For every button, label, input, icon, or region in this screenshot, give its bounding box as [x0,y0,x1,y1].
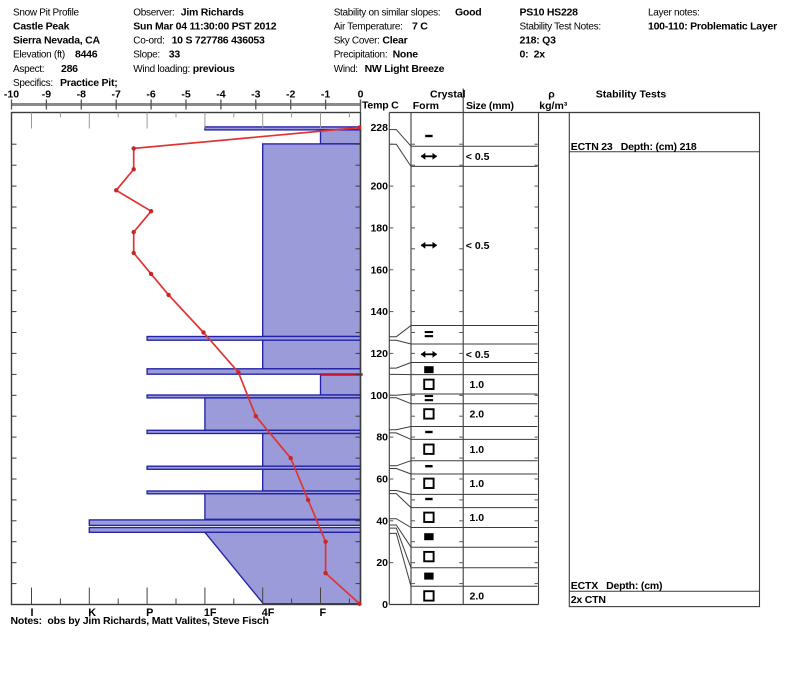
svg-text:140: 140 [370,306,388,318]
svg-text:8446: 8446 [75,49,98,61]
svg-text:1.0: 1.0 [470,444,485,456]
svg-text:228: 228 [370,122,388,134]
svg-text:Stability on similar slopes:: Stability on similar slopes: [334,7,441,18]
svg-text:PS10 HS228: PS10 HS228 [520,6,579,18]
svg-text:10 S 727786 436053: 10 S 727786 436053 [172,35,265,47]
svg-text:Specifics:: Specifics: [13,78,53,89]
svg-text:I: I [31,607,34,619]
svg-text:33: 33 [169,49,181,61]
svg-text:2.0: 2.0 [470,409,485,421]
svg-text:K: K [88,607,96,619]
svg-text:0: 0 [382,599,388,611]
svg-text:Notes: obs by Jim Richards, M: Notes: obs by Jim Richards, Matt Valites… [11,615,269,627]
svg-text:-9: -9 [42,89,51,101]
svg-text:Form: Form [413,100,439,112]
svg-text:1F: 1F [204,607,217,619]
svg-text:100-110: Problematic Layer: 100-110: Problematic Layer [648,21,777,33]
svg-text:< 0.5: < 0.5 [466,240,490,252]
svg-text:< 0.5: < 0.5 [466,349,490,361]
svg-text:-6: -6 [146,89,155,101]
svg-text:Size (mm): Size (mm) [466,100,514,112]
svg-text:-4: -4 [216,89,225,101]
svg-text:1.0: 1.0 [470,512,485,524]
svg-text:Temp C: Temp C [362,100,399,112]
svg-text:-1: -1 [321,89,330,101]
svg-text:Sierra Nevada, CA: Sierra Nevada, CA [13,35,100,47]
svg-text:Elevation (ft): Elevation (ft) [13,50,65,61]
svg-text:F: F [320,607,327,619]
svg-text:Aspect:: Aspect: [13,64,44,75]
svg-text:ECTX Depth: (cm): ECTX Depth: (cm) [571,580,663,592]
svg-text:kg/m³: kg/m³ [539,100,568,112]
svg-text:40: 40 [376,515,388,527]
svg-text:0: 2x: 0: 2x [520,49,546,61]
svg-text:286: 286 [61,63,78,75]
svg-text:Precipitation:: Precipitation: [334,50,388,61]
svg-text:NW Light Breeze: NW Light Breeze [365,63,445,75]
svg-text:Stability Tests: Stability Tests [596,89,667,101]
svg-text:Jim Richards: Jim Richards [181,6,244,18]
svg-text:Castle Peak: Castle Peak [13,21,70,33]
svg-text:Sky Cover:: Sky Cover: [334,36,380,47]
svg-text:1.0: 1.0 [470,379,485,391]
svg-text:80: 80 [376,432,388,444]
svg-text:Observer:: Observer: [133,7,174,18]
svg-text:160: 160 [370,264,388,276]
svg-text:Good: Good [455,6,481,18]
svg-text:60: 60 [376,474,388,486]
svg-text:Slope:: Slope: [133,50,160,61]
svg-text:200: 200 [370,181,388,193]
svg-text:100: 100 [370,390,388,402]
svg-text:Layer notes:: Layer notes: [648,7,699,18]
svg-text:Wind:: Wind: [334,64,358,75]
svg-text:0: 0 [358,89,364,101]
svg-text:-8: -8 [77,89,86,101]
svg-text:Wind loading:: Wind loading: [133,64,190,75]
svg-text:previous: previous [193,63,235,75]
svg-text:2.0: 2.0 [470,591,485,603]
svg-text:1.0: 1.0 [470,478,485,490]
svg-text:-10: -10 [4,89,19,101]
svg-text:Snow Pit Profile: Snow Pit Profile [13,7,80,18]
svg-text:ECTN 23 Depth: (cm) 218: ECTN 23 Depth: (cm) 218 [571,141,697,153]
svg-text:Air Temperature:: Air Temperature: [334,22,403,33]
svg-text:120: 120 [370,348,388,360]
svg-text:P: P [146,607,153,619]
svg-text:-2: -2 [286,89,295,101]
svg-text:4F: 4F [262,607,275,619]
svg-text:-5: -5 [181,89,190,101]
svg-text:218: Q3: 218: Q3 [520,35,557,47]
svg-text:None: None [393,49,419,61]
svg-text:Co-ord:: Co-ord: [133,36,164,47]
svg-text:Crystal: Crystal [430,89,466,101]
svg-text:Clear: Clear [382,35,407,47]
svg-text:ρ: ρ [548,89,555,101]
svg-text:-3: -3 [251,89,260,101]
svg-text:Sun Mar 04 11:30:00 PST 2012: Sun Mar 04 11:30:00 PST 2012 [133,21,276,33]
svg-text:< 0.5: < 0.5 [466,151,490,163]
svg-text:Stability Test Notes:: Stability Test Notes: [520,22,601,33]
svg-text:180: 180 [370,222,388,234]
svg-text:Practice Pit;: Practice Pit; [60,77,117,89]
svg-text:20: 20 [376,557,388,569]
svg-text:2x CTN: 2x CTN [571,594,606,606]
svg-text:7 C: 7 C [412,21,428,33]
svg-text:-7: -7 [112,89,121,101]
